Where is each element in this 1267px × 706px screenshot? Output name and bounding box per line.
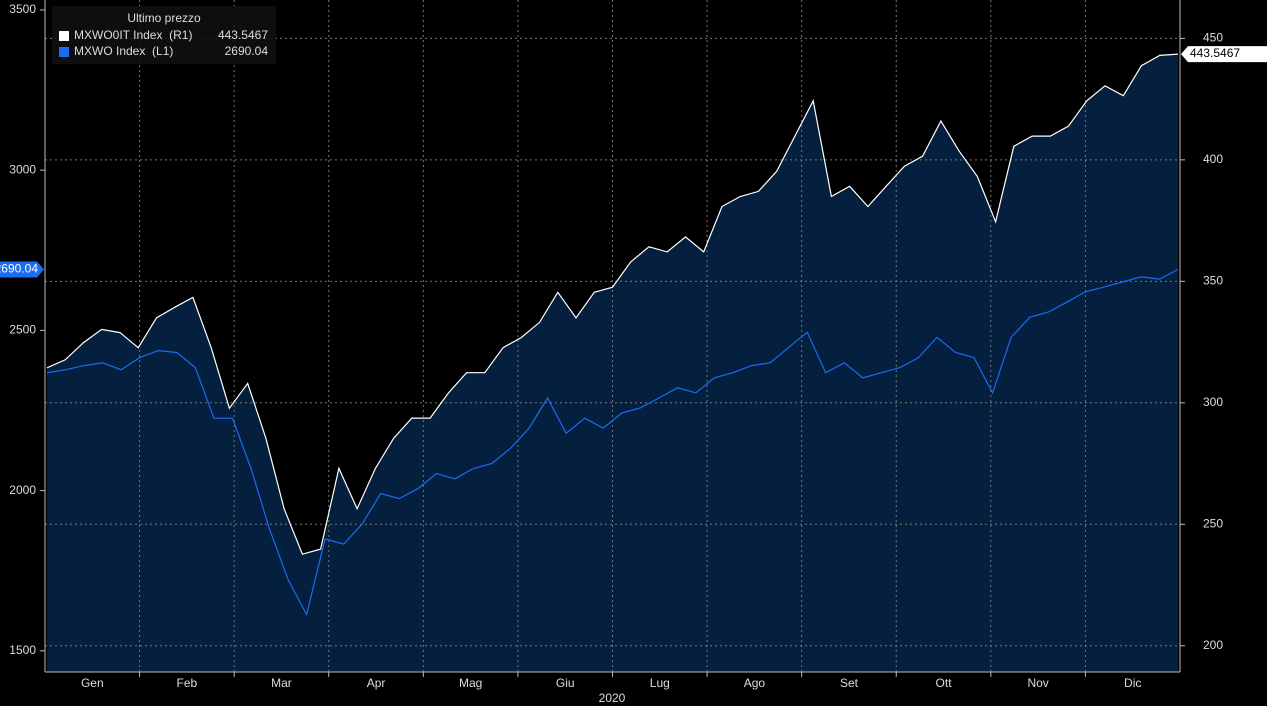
x-tick-label: Ago [744, 676, 766, 690]
y-tick-label: 2500 [9, 323, 36, 337]
y-tick-label: 3500 [9, 2, 36, 16]
x-tick-label: Mag [459, 676, 482, 690]
last-value-tag [0, 261, 44, 278]
last-value-tag-label: 443.5467 [1190, 46, 1240, 60]
x-tick-label: Mar [271, 676, 292, 690]
x-axis-label: 2020 [599, 691, 626, 705]
x-tick-label: Dic [1124, 676, 1141, 690]
x-tick-label: Giu [556, 676, 575, 690]
line-layer [46, 53, 1179, 617]
x-tick-label: Apr [367, 676, 386, 690]
legend-label: MXWO Index (L1) [74, 44, 173, 58]
y2-tick-label: 450 [1203, 31, 1223, 45]
line [46, 53, 1179, 555]
legend: Ultimo prezzo [52, 6, 276, 64]
area-layer [47, 54, 1178, 672]
x-tick-label: Ott [936, 676, 953, 690]
y2-tick-label: 250 [1203, 516, 1223, 530]
x-tick-label: Set [840, 676, 859, 690]
x-tick-label: Lug [650, 676, 670, 690]
legend-items: MXWO0IT Index (R1) 443.5467 MXWO Index (L1… [59, 28, 268, 58]
legend-swatch [59, 31, 69, 41]
legend-value: 2690.04 [225, 44, 269, 58]
last-value-tag-label: 2690.04 [0, 262, 38, 276]
x-tick-label: Gen [81, 676, 104, 690]
y2-tick-label: 400 [1203, 152, 1223, 166]
legend-swatch [59, 47, 69, 57]
y2-tick-label: 300 [1203, 395, 1223, 409]
y2-tick-label: 350 [1203, 274, 1223, 288]
y-tick-label: 1500 [9, 643, 36, 657]
line [46, 268, 1179, 617]
area [47, 54, 1178, 672]
legend-title: Ultimo prezzo [127, 11, 201, 25]
x-tick-label: Nov [1027, 676, 1048, 690]
x-tick-label: Feb [177, 676, 198, 690]
last-value-tag [1181, 46, 1267, 63]
y2-tick-label: 200 [1203, 638, 1223, 652]
grid-layer [45, 0, 1180, 672]
legend-label: MXWO0IT Index (R1) [74, 28, 192, 42]
y-tick-label: 2000 [9, 483, 36, 497]
y-tick-label: 3000 [9, 162, 36, 176]
legend-value: 443.5467 [218, 28, 268, 42]
legend-box [52, 6, 276, 64]
